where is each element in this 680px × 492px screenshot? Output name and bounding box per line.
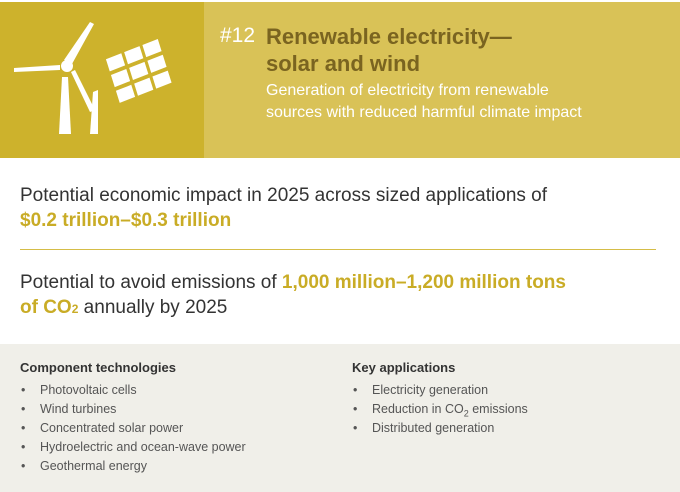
list-item: Wind turbines bbox=[20, 400, 246, 419]
economic-impact-value: $0.2 trillion–$0.3 trillion bbox=[20, 210, 232, 231]
list-item: Geothermal energy bbox=[20, 457, 246, 476]
section-heading: Component technologies bbox=[20, 360, 176, 375]
subscript: 2 bbox=[463, 408, 469, 419]
list-item: Hydroelectric and ocean-wave power bbox=[20, 438, 246, 457]
subtitle-line: sources with reduced harmful climate imp… bbox=[266, 104, 582, 121]
economic-impact-text: Potential economic impact in 2025 across… bbox=[20, 185, 548, 206]
icon-panel bbox=[0, 2, 204, 158]
wind-turbine-and-solar-panel-icon bbox=[14, 22, 172, 134]
subtitle: Generation of electricity from renewable… bbox=[266, 80, 582, 124]
subtitle-line: Generation of electricity from renewable bbox=[266, 82, 549, 99]
page-title: Renewable electricity— solar and wind bbox=[266, 23, 512, 77]
emissions-text-suffix: annually by 2025 bbox=[78, 297, 228, 318]
list-item: Concentrated solar power bbox=[20, 419, 246, 438]
list-item: Electricity generation bbox=[352, 381, 528, 400]
title-line: Renewable electricity— bbox=[266, 24, 512, 49]
list-item-text: Reduction in CO bbox=[372, 402, 464, 416]
list-item: Reduction in CO2 emissions bbox=[352, 400, 528, 419]
list-item: Distributed generation bbox=[352, 419, 528, 438]
emissions-value: 1,000 million–1,200 million tons bbox=[281, 272, 566, 293]
emissions-text: Potential to avoid emissions of bbox=[20, 272, 282, 293]
list-item: Photovoltaic cells bbox=[20, 381, 246, 400]
divider bbox=[20, 249, 656, 250]
economic-impact: Potential economic impact in 2025 across… bbox=[20, 183, 660, 233]
component-technologies: Component technologies Photovoltaic cell… bbox=[20, 360, 246, 476]
key-applications: Key applications Electricity generation … bbox=[352, 360, 528, 438]
emissions-impact: Potential to avoid emissions of 1,000 mi… bbox=[20, 270, 660, 322]
list-item-text: emissions bbox=[468, 402, 528, 416]
emissions-value-subscript: 2 bbox=[71, 302, 79, 316]
opportunity-number: #12 bbox=[220, 24, 256, 47]
emissions-value-unit: of CO bbox=[20, 297, 72, 318]
header-banner: #12 Renewable electricity— solar and win… bbox=[0, 2, 680, 158]
title-line: solar and wind bbox=[266, 51, 421, 76]
details-panel: Component technologies Photovoltaic cell… bbox=[0, 344, 680, 492]
section-heading: Key applications bbox=[352, 360, 456, 375]
